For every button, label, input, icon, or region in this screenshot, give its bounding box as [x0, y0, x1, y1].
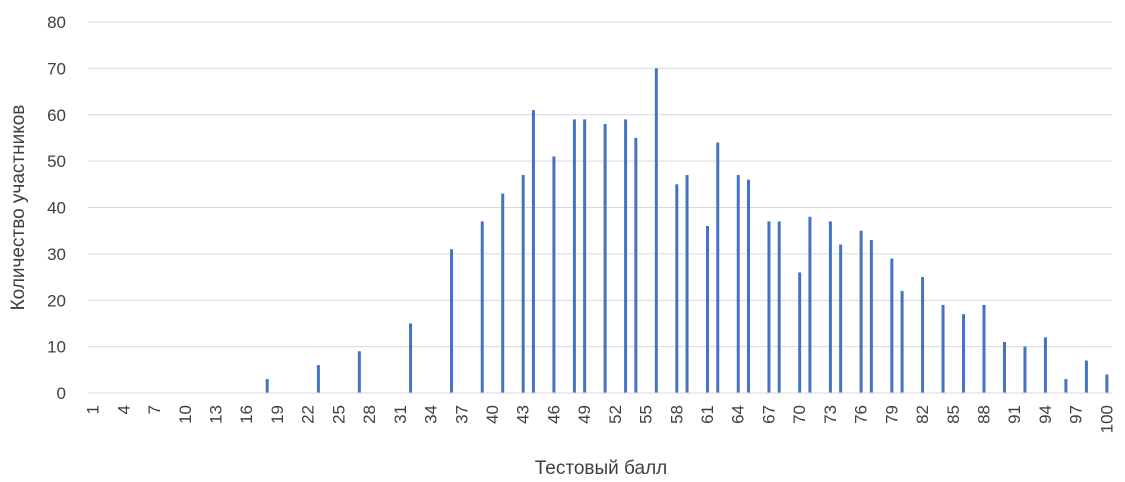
bar	[1105, 374, 1109, 393]
x-tick-label: 79	[882, 405, 901, 424]
bar	[624, 119, 628, 393]
bar	[869, 239, 873, 393]
bar	[409, 323, 413, 393]
bar	[603, 124, 607, 394]
bar	[890, 258, 894, 393]
bar	[316, 365, 320, 393]
x-tick-label: 64	[729, 405, 748, 424]
x-tick-label: 34	[422, 405, 441, 424]
bar	[357, 351, 361, 393]
bar	[501, 193, 505, 393]
x-tick-label: 82	[913, 405, 932, 424]
x-tick-label: 10	[176, 405, 195, 424]
y-tick-label: 50	[47, 152, 66, 171]
x-tick-label: 49	[575, 405, 594, 424]
x-axis-title: Тестовый балл	[535, 458, 668, 479]
bar	[685, 175, 689, 393]
x-tick-label: 58	[667, 405, 686, 424]
bar	[921, 277, 925, 393]
bar	[480, 221, 484, 393]
x-tick-label: 43	[514, 405, 533, 424]
x-tick-label: 40	[483, 405, 502, 424]
y-axis-title: Количество участников	[8, 105, 29, 311]
y-tick-label: 40	[47, 199, 66, 218]
bar	[982, 304, 986, 393]
bar	[839, 244, 843, 393]
bar	[798, 272, 802, 393]
x-tick-label: 100	[1097, 405, 1116, 433]
gridlines	[88, 21, 1112, 348]
x-tick-label: 22	[299, 405, 318, 424]
x-tick-label: 37	[452, 405, 471, 424]
y-tick-label: 0	[57, 384, 66, 403]
y-tick-label: 10	[47, 338, 66, 357]
bar	[962, 314, 966, 393]
bar	[736, 175, 740, 393]
x-tick-label: 70	[790, 405, 809, 424]
x-tick-label: 25	[329, 405, 348, 424]
bar	[828, 221, 832, 393]
x-tick-label: 4	[114, 405, 133, 414]
y-tick-label: 60	[47, 106, 66, 125]
bar	[572, 119, 576, 393]
y-axis-ticks: 0 10 20 30 40 50 60 70 80	[47, 13, 66, 403]
bar	[900, 290, 904, 393]
y-tick-label: 20	[47, 291, 66, 310]
bar	[859, 230, 863, 393]
bar	[450, 249, 454, 393]
x-tick-label: 31	[391, 405, 410, 424]
x-tick-label: 97	[1067, 405, 1086, 424]
bar	[777, 221, 781, 393]
x-tick-label: 91	[1005, 405, 1024, 424]
bar	[706, 226, 710, 393]
x-tick-label: 55	[637, 405, 656, 424]
x-tick-label: 67	[759, 405, 778, 424]
bar	[675, 184, 679, 393]
bars	[265, 68, 1109, 394]
y-tick-label: 70	[47, 59, 66, 78]
x-tick-label: 73	[821, 405, 840, 424]
bar	[767, 221, 771, 393]
x-tick-label: 85	[944, 405, 963, 424]
bar	[583, 119, 587, 393]
x-tick-label: 52	[606, 405, 625, 424]
bar	[1084, 360, 1088, 393]
x-tick-label: 16	[237, 405, 256, 424]
bar	[746, 179, 750, 393]
bar	[531, 110, 535, 394]
y-tick-label: 80	[47, 13, 66, 32]
x-tick-label: 88	[975, 405, 994, 424]
x-tick-label: 13	[207, 405, 226, 424]
y-tick-label: 30	[47, 245, 66, 264]
x-tick-label: 61	[698, 405, 717, 424]
bar	[1023, 346, 1027, 393]
x-axis-ticks: 1 4 7 10 13 16 19 22 25 28 31 34 37 40 43 46 49 52 55 58 61 6…	[84, 405, 1117, 433]
x-tick-label: 19	[268, 405, 287, 424]
x-tick-label: 76	[852, 405, 871, 424]
bar	[521, 175, 525, 393]
bar	[552, 156, 556, 393]
bar	[1064, 379, 1068, 393]
x-tick-label: 1	[84, 405, 103, 414]
bar	[716, 142, 720, 393]
bar	[265, 379, 269, 393]
x-tick-label: 46	[544, 405, 563, 424]
x-tick-label: 7	[145, 405, 164, 414]
bar	[941, 304, 945, 393]
bar	[634, 137, 638, 393]
bar	[654, 68, 658, 393]
bar	[1043, 337, 1047, 393]
bar	[808, 216, 812, 393]
bar	[1002, 341, 1006, 393]
x-tick-label: 28	[360, 405, 379, 424]
x-tick-label: 94	[1036, 405, 1055, 424]
